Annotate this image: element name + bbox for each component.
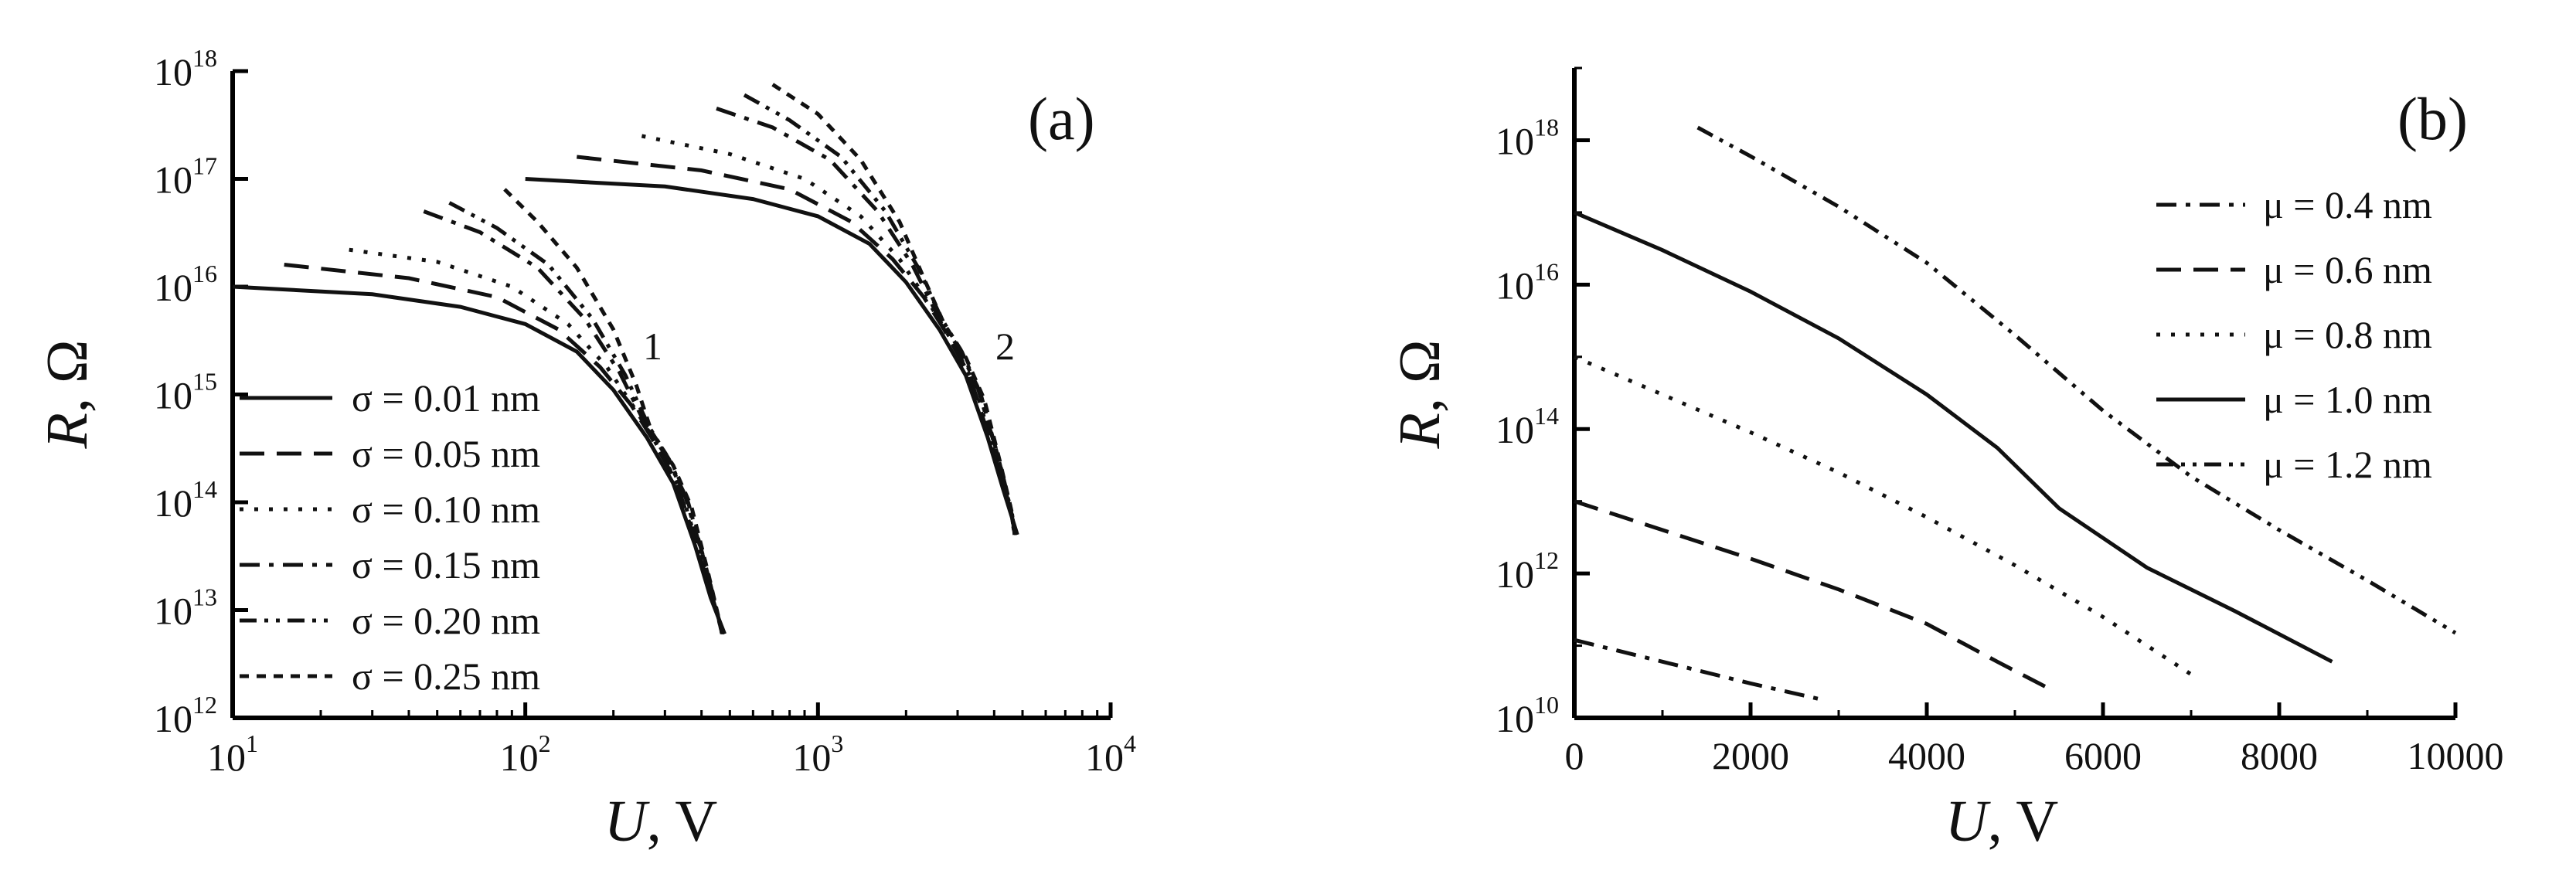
chart-a-y-tick-label: 1015	[154, 368, 217, 417]
chart-a-legend-label: σ = 0.10 nm	[352, 488, 540, 531]
chart-a-x-label: U, V	[604, 789, 718, 854]
chart-a-legend-label: σ = 0.05 nm	[352, 432, 540, 475]
chart-b-y-label-unit: , Ω	[1387, 340, 1452, 413]
chart-b-y-tick-label: 1012	[1496, 546, 1559, 596]
chart-a-x-tick-label: 102	[500, 729, 551, 779]
chart-b-series-1-2-nm	[1696, 125, 2457, 635]
chart-b-x-tick-label: 2000	[1712, 734, 1789, 777]
chart-b-x-tick-label: 10000	[2408, 734, 2504, 777]
chart-a-y-label-var: R	[35, 413, 100, 449]
chart-b-x-label: U, V	[1945, 789, 2059, 854]
chart-b-legend-label: μ = 0.8 nm	[2263, 313, 2432, 356]
chart-a-y-label-unit: , Ω	[35, 340, 100, 413]
chart-b-series-0-6-nm	[1574, 499, 2051, 692]
chart-a-y-tick-label: 1017	[154, 152, 217, 202]
chart-b-y-label: R, Ω	[1387, 340, 1452, 450]
chart-b-legend-label: μ = 1.0 nm	[2263, 378, 2432, 421]
chart-a-legend-label: σ = 0.25 nm	[352, 654, 540, 698]
chart-b-legend-label: μ = 0.6 nm	[2263, 248, 2432, 291]
chart-a-x-label-var: U	[604, 789, 650, 854]
chart-b-y-label-var: R	[1387, 413, 1452, 449]
chart-b-ticks: 0 2000 4000 6000 8000 10000 1010 1012 1014 1016 10…	[1496, 66, 2504, 777]
chart-b-series-0-4-nm	[1574, 638, 1822, 702]
chart-a-series-1-dash-dot-dot	[448, 201, 724, 634]
chart-a-panel-label: (a)	[1028, 85, 1095, 152]
chart-a-legend-label: σ = 0.15 nm	[352, 543, 540, 586]
chart-a: 101 102 103 104 1012 1013 1014 1015 1016 1017 1018…	[35, 44, 1136, 854]
chart-a-series-1-short-dash	[503, 188, 724, 634]
chart-a-curve-label-1: 1	[643, 325, 662, 368]
chart-a-y-tick-label: 1013	[154, 583, 217, 633]
chart-b-x-tick-label: 4000	[1888, 734, 1965, 777]
chart-b-legend-label: μ = 1.2 nm	[2263, 443, 2432, 486]
chart-a-x-tick-label: 103	[792, 729, 843, 779]
chart-a-curve-label-2: 2	[995, 325, 1015, 368]
chart-b-legend: μ = 0.4 nm μ = 0.6 nm μ = 0.8 nm μ = 1.0 nm…	[2156, 183, 2432, 486]
chart-b-legend-label: μ = 0.4 nm	[2263, 183, 2432, 226]
chart-a-legend: σ = 0.01 nm σ = 0.05 nm σ = 0.10 nm σ = 0.1…	[240, 376, 540, 698]
chart-a-y-label: R, Ω	[35, 340, 100, 450]
chart-a-x-label-unit: , V	[647, 789, 718, 854]
chart-a-y-tick-label: 1014	[154, 475, 217, 525]
chart-b-y-tick-label: 1010	[1496, 691, 1559, 740]
chart-b-y-tick-label: 1018	[1496, 113, 1559, 162]
chart-b-x-tick-label: 0	[1565, 734, 1584, 777]
chart-b-y-tick-label: 1014	[1496, 402, 1559, 451]
chart-b-x-tick-label: 6000	[2064, 734, 2142, 777]
chart-a-ticks: 101 102 103 104 1012 1013 1014 1015 1016 1017 1018	[154, 44, 1136, 779]
chart-b-y-tick-label: 1016	[1496, 257, 1559, 307]
chart-a-y-tick-label: 1012	[154, 691, 217, 740]
chart-b-x-label-var: U	[1945, 789, 1991, 854]
chart-b: 0 2000 4000 6000 8000 10000 1010 1012 1014 1016 10…	[1387, 66, 2504, 854]
chart-a-x-tick-label: 104	[1085, 729, 1136, 779]
chart-a-y-tick-label: 1018	[154, 44, 217, 94]
chart-a-legend-label: σ = 0.20 nm	[352, 599, 540, 642]
chart-b-panel-label: (b)	[2397, 85, 2468, 152]
chart-a-x-tick-label: 101	[207, 729, 258, 779]
chart-a-series	[232, 83, 1019, 635]
chart-b-series-0-8-nm	[1574, 355, 2193, 676]
chart-b-x-tick-label: 8000	[2241, 734, 2318, 777]
chart-b-series	[1574, 125, 2457, 702]
chart-a-legend-label: σ = 0.01 nm	[352, 376, 540, 420]
chart-a-y-tick-label: 1016	[154, 260, 217, 309]
chart-b-x-label-unit: , V	[1988, 789, 2059, 854]
chart-b-series-1-0-nm	[1574, 210, 2333, 664]
